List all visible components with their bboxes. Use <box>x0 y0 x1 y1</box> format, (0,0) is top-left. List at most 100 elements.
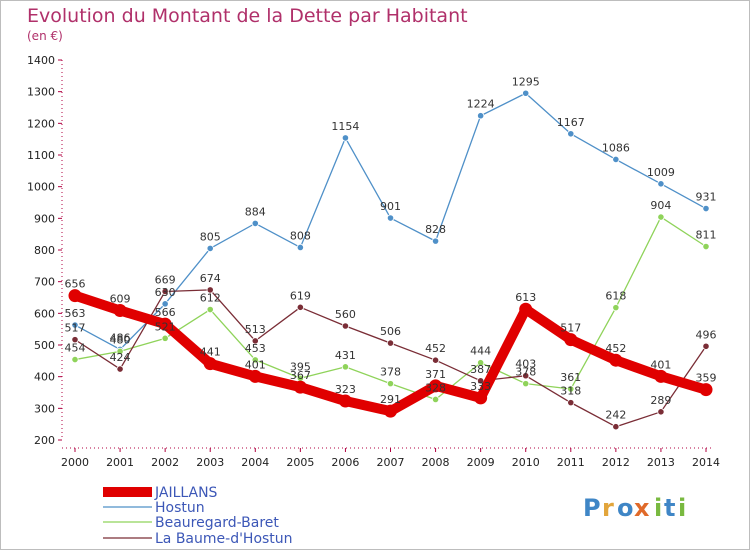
data-point <box>341 134 350 142</box>
data-point <box>206 286 214 294</box>
data-point <box>657 180 665 188</box>
y-tick-label: 500 <box>34 339 55 352</box>
data-label: 1086 <box>602 141 630 154</box>
x-tick-label: 2014 <box>692 456 720 469</box>
data-label: 669 <box>155 273 176 286</box>
logo-letter: P <box>583 494 601 522</box>
data-point <box>293 380 307 394</box>
data-point <box>612 155 620 164</box>
data-point <box>519 302 533 316</box>
x-tick-label: 2011 <box>557 456 585 469</box>
data-point <box>522 372 530 380</box>
data-point <box>477 112 485 120</box>
data-point <box>522 89 530 97</box>
data-label: 431 <box>335 349 356 362</box>
data-label: 901 <box>380 200 401 213</box>
data-label: 808 <box>290 229 311 242</box>
data-point <box>116 347 124 355</box>
data-label: 401 <box>650 358 671 371</box>
data-point <box>341 322 350 330</box>
data-point <box>116 365 124 373</box>
data-label: 1154 <box>331 120 359 133</box>
data-label: 904 <box>650 199 671 212</box>
data-labels: 563 486 630 805 884 808 1154 901 828 1224 1295 1167… <box>65 75 717 421</box>
data-point <box>113 303 127 317</box>
data-point <box>657 213 665 221</box>
data-point <box>386 339 395 347</box>
x-tick-label: 2008 <box>422 456 450 469</box>
data-point <box>161 300 169 308</box>
data-label: 361 <box>560 371 581 384</box>
data-label: 289 <box>650 394 671 407</box>
data-point <box>564 333 578 347</box>
data-point <box>431 237 440 245</box>
data-label: 291 <box>380 393 401 406</box>
data-label: 884 <box>245 205 266 218</box>
data-label: 563 <box>65 307 86 320</box>
logo-letter: i <box>654 494 662 522</box>
x-tick-label: 2001 <box>106 456 134 469</box>
x-tick-label: 2010 <box>512 456 540 469</box>
y-tick-label: 700 <box>34 276 55 289</box>
data-label: 521 <box>155 320 176 333</box>
data-point <box>158 317 172 331</box>
data-label: 454 <box>65 342 86 355</box>
data-point <box>431 356 440 364</box>
data-point <box>609 353 623 367</box>
axes: 200 300 400 500 600 700 800 900 1000 1100 1200 1300… <box>27 54 720 469</box>
data-label: 1295 <box>512 75 540 88</box>
data-label: 328 <box>425 381 446 394</box>
data-label: 496 <box>696 328 717 341</box>
y-tick-label: 1300 <box>27 86 55 99</box>
data-label: 1224 <box>467 98 495 111</box>
data-label: 828 <box>425 223 446 236</box>
logo-letter: t <box>664 494 675 522</box>
data-label: 1009 <box>647 166 675 179</box>
data-point <box>206 305 214 314</box>
data-label: 424 <box>110 351 131 364</box>
data-label: 811 <box>696 229 717 242</box>
data-label: 403 <box>515 358 536 371</box>
data-point <box>296 243 304 252</box>
data-label: 566 <box>155 306 176 319</box>
data-label: 674 <box>200 272 221 285</box>
y-tick-label: 200 <box>34 434 55 447</box>
data-label: 931 <box>696 191 717 204</box>
data-label: 378 <box>380 366 401 379</box>
logo-letter: o <box>617 494 634 522</box>
data-point <box>71 336 79 344</box>
data-label: 513 <box>245 323 266 336</box>
data-point <box>203 357 217 371</box>
data-point <box>251 356 259 364</box>
logo-letter: i <box>678 494 686 522</box>
data-label: 387 <box>470 363 491 376</box>
data-point <box>567 130 575 138</box>
data-point <box>657 408 665 416</box>
data-point <box>251 337 259 345</box>
y-tick-label: 900 <box>34 212 55 225</box>
data-point <box>161 334 169 342</box>
data-label: 401 <box>245 358 266 371</box>
data-label: 367 <box>290 369 311 382</box>
y-tick-label: 600 <box>34 307 55 320</box>
data-point <box>431 395 440 404</box>
x-tick-label: 2005 <box>286 456 314 469</box>
data-point <box>429 379 443 393</box>
data-label: 805 <box>200 230 221 243</box>
data-label: 480 <box>110 333 131 346</box>
data-point <box>699 383 713 397</box>
data-point <box>474 391 488 405</box>
data-label: 441 <box>200 346 221 359</box>
x-tick-label: 2012 <box>602 456 630 469</box>
y-tick-label: 300 <box>34 402 55 415</box>
data-label: 517 <box>560 322 581 335</box>
data-label: 318 <box>560 385 581 398</box>
data-label: 378 <box>515 366 536 379</box>
logo-letter: x <box>634 494 650 522</box>
data-point <box>702 204 710 213</box>
data-label: 486 <box>110 331 131 344</box>
